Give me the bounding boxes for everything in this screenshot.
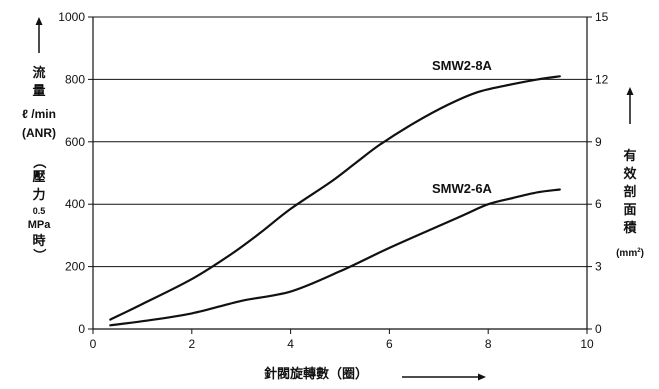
y-right-tick-label: 3 — [595, 260, 602, 274]
x-tick-label: 6 — [386, 337, 393, 351]
y-right-tick-label: 12 — [595, 72, 609, 86]
y-left-arrow-icon — [36, 17, 43, 25]
y-right-title-line2: 效 — [623, 166, 637, 182]
x-tick-label: 8 — [485, 337, 492, 351]
y-right-tick-label: 9 — [595, 135, 602, 149]
series-line-1 — [110, 190, 560, 326]
y-right-tick-label: 6 — [595, 197, 602, 211]
x-arrow-icon — [478, 374, 486, 381]
y-left-tick-label: 0 — [78, 322, 85, 336]
grid-lines — [93, 17, 587, 267]
series-label-0: SMW2-8A — [432, 58, 493, 73]
series-label-1: SMW2-6A — [432, 181, 493, 196]
y-right-title-line4: 面 — [623, 203, 636, 218]
x-tick-label: 10 — [580, 337, 594, 351]
y-left-tick-labels: 0 200 400 600 800 1000 — [58, 10, 85, 336]
series-lines — [110, 76, 560, 325]
y-left-tick-label: 800 — [65, 72, 85, 86]
series-labels: SMW2-8A SMW2-6A — [432, 58, 493, 196]
y-left-title-line1: 流 — [32, 65, 45, 81]
x-axis-label: 針閥旋轉數（圈） — [264, 366, 486, 382]
series-line-0 — [110, 76, 560, 319]
y-left-axis-label: 流 量 ℓ /min (ANR) （ 壓 力 0.5 MPa 時 ） — [22, 17, 56, 262]
x-tick-label: 0 — [90, 337, 97, 351]
y-right-tick-labels: 0 3 6 9 12 15 — [595, 10, 609, 336]
y-right-unit: (mm2) — [616, 248, 644, 259]
y-left-tick-label: 1000 — [58, 10, 85, 24]
y-left-cond-open: （ — [31, 155, 47, 168]
x-tick-label: 2 — [188, 337, 195, 351]
y-right-arrow-icon — [627, 87, 634, 95]
y-left-cond-close: ） — [31, 248, 47, 261]
y-right-title-line3: 剖 — [623, 184, 636, 200]
y-left-anr: (ANR) — [22, 126, 56, 140]
y-left-tick-label: 600 — [65, 135, 85, 149]
y-right-unit-base: (mm — [616, 248, 637, 259]
y-left-cond-time: 時 — [32, 233, 45, 249]
y-left-cond-value: 0.5 — [33, 206, 46, 216]
x-axis-title: 針閥旋轉數（圈） — [264, 366, 368, 382]
x-tick-label: 4 — [287, 337, 294, 351]
y-right-axis-label: 有 效 剖 面 積 (mm2) — [616, 87, 644, 259]
y-right-unit-close: ) — [641, 248, 644, 259]
y-right-title-line1: 有 — [623, 148, 636, 164]
y-right-tick-label: 15 — [595, 10, 609, 24]
y-left-tick-label: 400 — [65, 197, 85, 211]
y-right-tick-label: 0 — [595, 322, 602, 336]
y-left-unit: ℓ /min — [22, 107, 56, 121]
y-left-cond-unit: MPa — [28, 219, 52, 231]
y-left-title-line2: 量 — [32, 84, 45, 99]
y-left-cond-line1: 壓 — [32, 170, 45, 185]
x-tick-labels: 0 2 4 6 8 10 — [90, 337, 594, 351]
y-left-tick-label: 200 — [65, 260, 85, 274]
y-left-cond-line2: 力 — [32, 187, 45, 203]
y-right-title-line5: 積 — [622, 220, 637, 236]
